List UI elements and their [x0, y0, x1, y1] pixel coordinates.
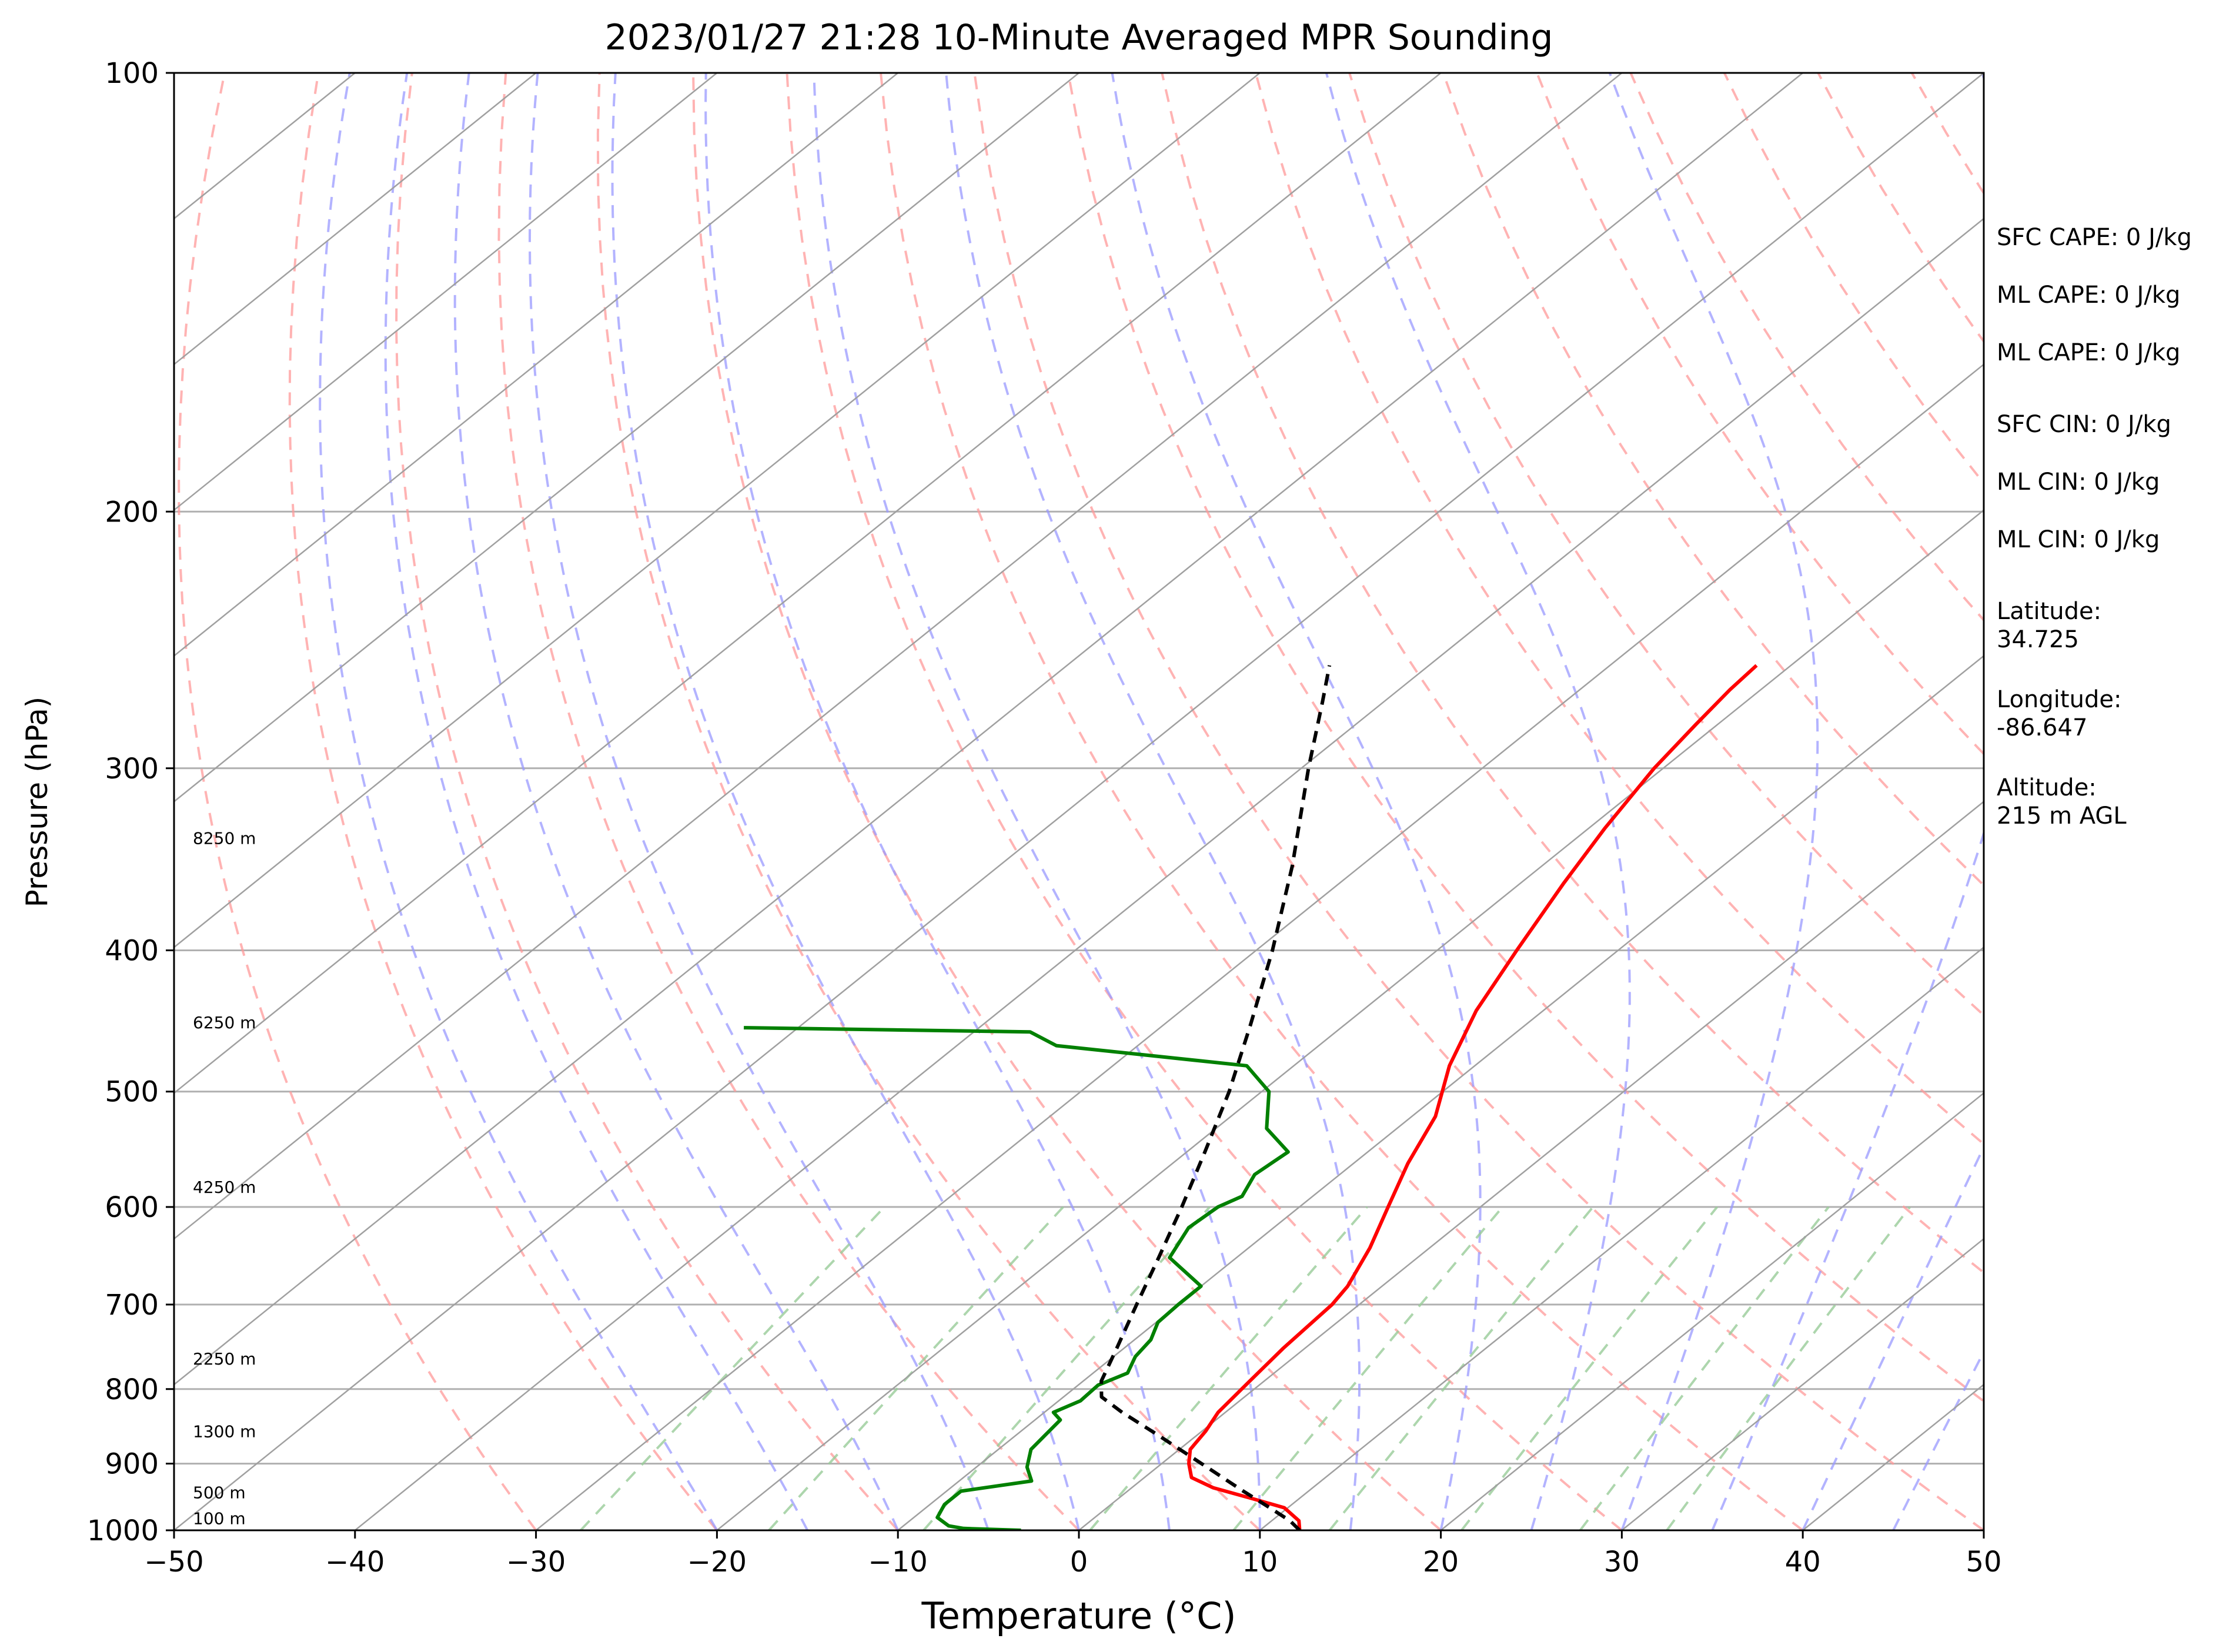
- y-axis-label: Pressure (hPa): [20, 697, 54, 908]
- mixing-ratio-line: [1232, 1206, 1504, 1530]
- x-tick-label: 0: [1070, 1546, 1088, 1579]
- mixing-ratio-line: [768, 1206, 1064, 1530]
- x-tick-label: −10: [868, 1546, 928, 1579]
- dry-adiabat-line: [973, 73, 1984, 1530]
- x-axis-label: Temperature (°C): [921, 1594, 1236, 1637]
- y-tick-label: 200: [105, 496, 159, 529]
- side-info-text: SFC CAPE: 0 J/kg: [1997, 224, 2192, 251]
- x-tick-label: 10: [1242, 1546, 1278, 1579]
- isotherm-line: [174, 73, 1079, 803]
- x-tick-label: −30: [506, 1546, 566, 1579]
- y-tick-label: 300: [105, 753, 159, 785]
- dry-adiabat-line: [497, 73, 1080, 1530]
- moist-adiabat-line: [1608, 73, 1819, 1530]
- temperature-profile: [1187, 664, 1758, 1530]
- dry-adiabat-line: [786, 73, 1623, 1530]
- x-tick-label: 20: [1423, 1546, 1459, 1579]
- isotherm-line: [174, 73, 718, 511]
- dry-adiabat-line: [288, 73, 718, 1530]
- mixing-ratio-line: [1460, 1206, 1719, 1530]
- moist-adiabat-line: [611, 73, 1080, 1530]
- dry-adiabat-line: [395, 73, 899, 1530]
- y-tick-label: 400: [105, 935, 159, 968]
- isotherm-line: [174, 73, 1803, 1386]
- side-info-text: SFC CIN: 0 J/kg: [1997, 411, 2171, 438]
- side-info-text: Latitude: 34.725: [1997, 598, 2102, 653]
- height-label: 6250 m: [193, 1013, 256, 1032]
- dry-adiabat-line: [692, 73, 1442, 1530]
- mixing-ratio-line: [1089, 1206, 1368, 1530]
- dry-adiabat-line: [1536, 73, 1984, 756]
- isotherm-line: [716, 509, 1984, 1530]
- moist-adiabat-line: [384, 73, 809, 1530]
- moist-adiabat-line: [1892, 1349, 1984, 1530]
- dry-adiabat-line: [178, 73, 537, 1530]
- mixing-ratio-line: [1328, 1206, 1594, 1530]
- moist-adiabat-line: [1711, 73, 1984, 1530]
- mixing-ratio-line: [1579, 1206, 1830, 1530]
- x-tick-label: −40: [325, 1546, 385, 1579]
- chart-title: 2023/01/27 21:28 10-Minute Averaged MPR …: [605, 17, 1553, 58]
- height-label: 2250 m: [193, 1349, 256, 1369]
- isotherm-line: [1259, 946, 1984, 1530]
- side-info-text: ML CAPE: 0 J/kg: [1997, 339, 2181, 366]
- isotherm-line: [535, 363, 1984, 1530]
- moist-adiabat-line: [945, 73, 1361, 1530]
- side-info-text: ML CIN: 0 J/kg: [1997, 526, 2160, 553]
- side-info-text: Altitude: 215 m AGL: [1997, 774, 2127, 830]
- isotherm-line: [1440, 1092, 1984, 1530]
- x-tick-label: −20: [687, 1546, 747, 1579]
- dry-adiabat-line: [596, 73, 1261, 1530]
- background-lines: [174, 73, 2226, 1530]
- side-info-text: Longitude: -86.647: [1997, 686, 2122, 741]
- isotherm-line: [174, 73, 1623, 1240]
- isotherm-line: [1078, 800, 1984, 1530]
- dry-adiabat-line: [880, 73, 1804, 1530]
- y-tick-label: 900: [105, 1448, 159, 1481]
- moist-adiabat-line: [319, 73, 718, 1530]
- y-tick-label: 100: [105, 57, 159, 90]
- side-info-text: ML CIN: 0 J/kg: [1997, 469, 2160, 496]
- height-label: 1300 m: [193, 1422, 256, 1442]
- moist-adiabat-line: [453, 73, 900, 1530]
- x-tick-label: −50: [144, 1546, 203, 1579]
- y-tick-label: 500: [105, 1076, 159, 1109]
- isotherm-line: [174, 73, 1984, 1530]
- dewpoint-profile: [744, 1026, 1290, 1530]
- isotherm-line: [174, 73, 898, 657]
- moist-adiabat-line: [704, 73, 1171, 1530]
- dry-adiabat-line: [2193, 73, 2226, 1530]
- moist-adiabat-line: [1325, 73, 1631, 1530]
- mixing-ratio-line: [1666, 1206, 1911, 1530]
- dry-adiabat-line: [1067, 73, 1984, 1403]
- dry-adiabat-line: [1442, 73, 1984, 887]
- y-tick-label: 1000: [87, 1514, 159, 1547]
- height-label: 4250 m: [193, 1178, 256, 1197]
- x-tick-label: 40: [1785, 1546, 1821, 1579]
- axes: 100 m 500 m 1300 m 2250 m 4250 m 6250 m 8250 m…: [87, 57, 2002, 1579]
- y-tick-label: 800: [105, 1373, 159, 1406]
- moist-adiabat-line: [1111, 73, 1482, 1530]
- isotherm-line: [1621, 1238, 1984, 1530]
- dry-adiabat-line: [1161, 73, 1984, 1275]
- parcel-profile: [1099, 665, 1332, 1530]
- y-tick-label: 600: [105, 1191, 159, 1224]
- height-label: 500 m: [193, 1483, 246, 1503]
- moist-adiabat-line: [813, 73, 1261, 1530]
- moist-adiabat-line: [528, 73, 990, 1530]
- data-profiles: [744, 664, 1758, 1530]
- x-tick-label: 30: [1604, 1546, 1640, 1579]
- x-tick-label: 50: [1966, 1546, 2001, 1579]
- moist-adiabat-line: [1801, 1144, 1984, 1530]
- side-info-text: ML CAPE: 0 J/kg: [1997, 282, 2181, 309]
- isotherm-line: [355, 218, 1984, 1530]
- isotherm-line: [174, 73, 1261, 949]
- y-tick-label: 700: [105, 1289, 159, 1322]
- isotherm-line: [174, 73, 1442, 1094]
- height-label: 8250 m: [193, 829, 256, 848]
- height-label: 100 m: [193, 1509, 246, 1529]
- mixing-ratio-line: [580, 1206, 885, 1530]
- isotherm-line: [174, 73, 537, 366]
